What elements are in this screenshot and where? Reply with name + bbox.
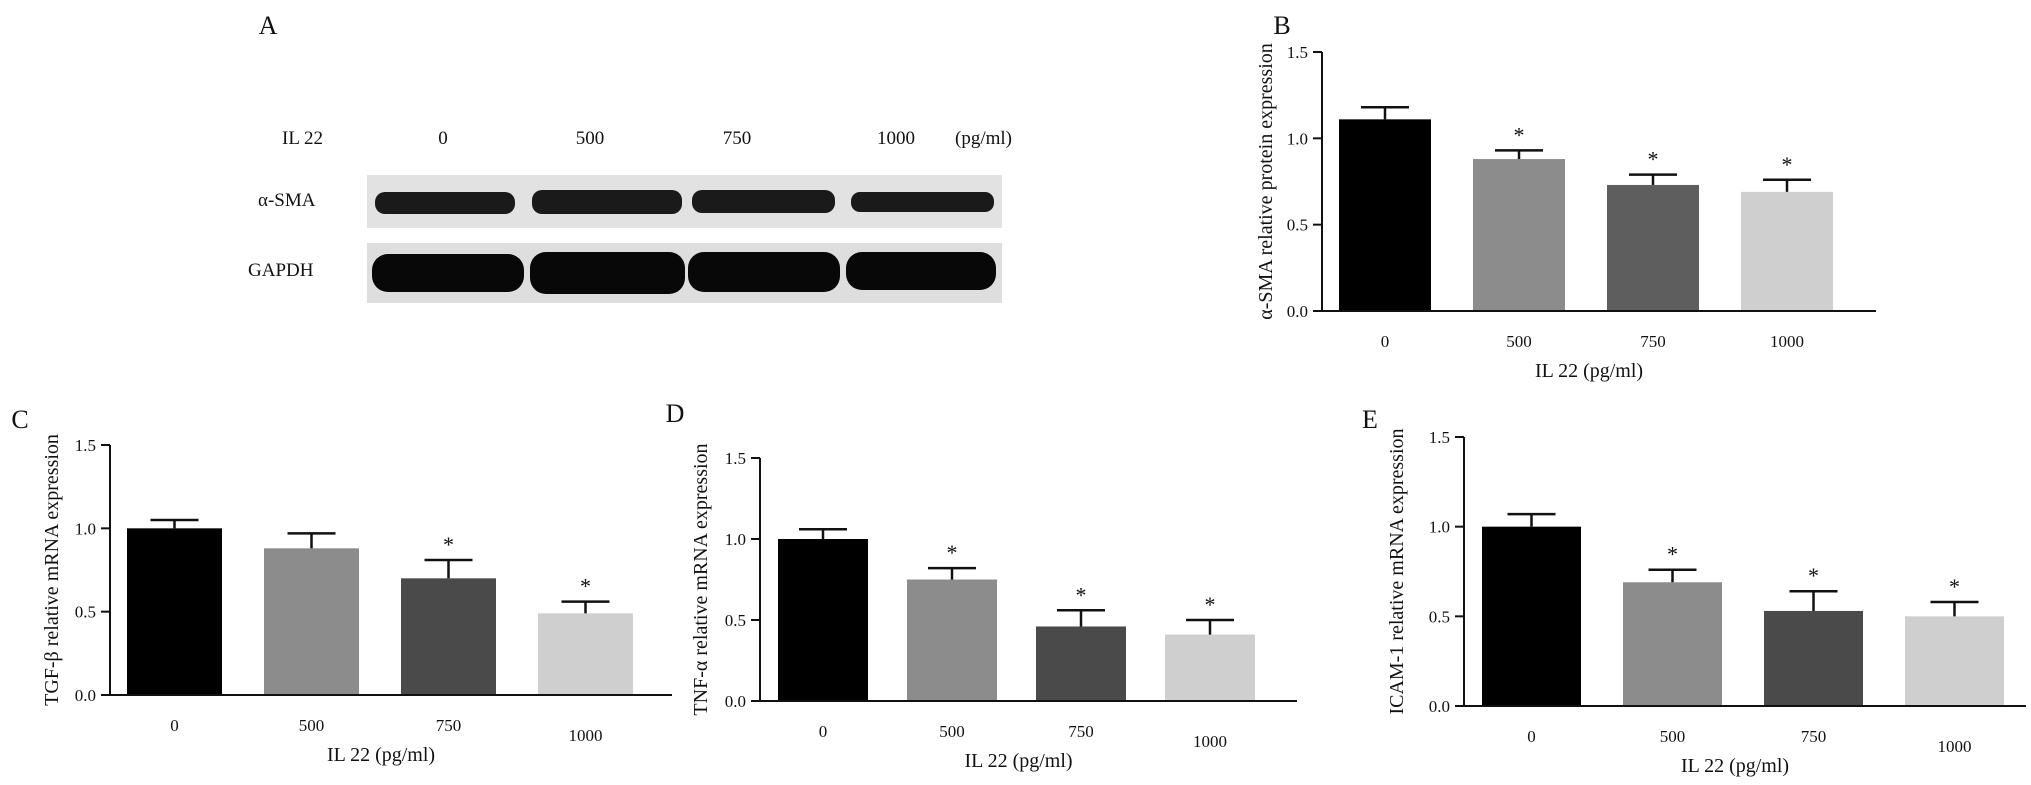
- blot-row-label-asma: α-SMA: [258, 190, 316, 211]
- panel-b-ytick-label-2: 1.0: [1287, 129, 1308, 148]
- panel-c-bar-1000: [538, 613, 633, 695]
- panel-b-significance-750: *: [1648, 147, 1659, 172]
- panel-b-xtick-750: 750: [1640, 332, 1666, 351]
- blot-band-asma-500: [532, 190, 682, 214]
- panel-b-bar-750: [1607, 184, 1699, 311]
- panel-c-xtick-750: 750: [436, 716, 462, 735]
- panel-e-chart: E 0 * 500 * 750 * 1000 0.0 0.5 1.0 1.5 IL 22 (pg/ml…: [1362, 405, 2026, 777]
- panel-b-bar-0: [1339, 119, 1431, 311]
- blot-dose-750: 750: [723, 128, 752, 149]
- panel-letter-e: E: [1362, 405, 1378, 434]
- panel-e-significance-1000: *: [1949, 574, 1960, 599]
- panel-d-bar-500: [907, 579, 997, 701]
- blot-band-gapdh-1000: [846, 252, 996, 290]
- panel-d-xtick-500: 500: [939, 722, 965, 741]
- panel-c-chart: C 0 500 * 750 * 1000 0.0 0.5 1.0 1.5 IL 22 (pg/ml)…: [11, 405, 672, 766]
- panel-b-bar-1000: [1741, 191, 1833, 311]
- panel-d-xtick-750: 750: [1068, 722, 1094, 741]
- panel-c-significance-750: *: [443, 532, 454, 557]
- panel-b-ytick-label-0: 0.0: [1287, 302, 1308, 321]
- panel-d-bar-1000: [1165, 634, 1255, 701]
- blot-band-gapdh-500: [530, 252, 685, 294]
- panel-b-significance-1000: *: [1782, 152, 1793, 177]
- panel-b-chart: B 0 * 500 * 750 * 1000 0.0 0.5 1.0 1.5 IL 22 (pg/ml…: [1255, 11, 1876, 382]
- panel-c-xtick-500: 500: [299, 716, 325, 735]
- panel-e-bar-500: [1623, 582, 1722, 706]
- panel-e-bar-1000: [1905, 616, 2004, 706]
- panel-e-ytick-label-2: 1.0: [1429, 518, 1450, 537]
- panel-d-chart: D 0 * 500 * 750 * 1000 0.0 0.5 1.0 1.5 IL 22 (pg/ml…: [666, 399, 1297, 772]
- panel-c-ytick-label-2: 1.0: [75, 519, 96, 538]
- panel-c-x-axis-label: IL 22 (pg/ml): [327, 744, 435, 766]
- panel-e-significance-500: *: [1667, 542, 1678, 567]
- panel-c-xtick-0: 0: [170, 716, 179, 735]
- panel-c-ytick-label-3: 1.5: [75, 436, 96, 455]
- panel-e-xtick-750: 750: [1801, 727, 1827, 746]
- panel-letter-c: C: [11, 405, 28, 434]
- blot-band-asma-750: [692, 190, 835, 213]
- panel-d-significance-1000: *: [1205, 592, 1216, 617]
- panel-letter-d: D: [666, 399, 685, 428]
- panel-d-significance-750: *: [1076, 582, 1087, 607]
- panel-e-y-axis-label: ICAM-1 relative mRNA expression: [1386, 428, 1408, 714]
- panel-d-significance-500: *: [947, 540, 958, 565]
- panel-d-bar-750: [1036, 626, 1126, 701]
- blot-dose-0: 0: [438, 128, 448, 149]
- panel-b-bar-500: [1473, 159, 1565, 311]
- blot-dose-1000: 1000: [877, 128, 915, 149]
- panel-e-ytick-label-3: 1.5: [1429, 428, 1450, 447]
- panel-e-ytick-label-1: 0.5: [1429, 607, 1450, 626]
- panel-e-x-axis-label: IL 22 (pg/ml): [1681, 755, 1789, 777]
- blot-treatment-label: IL 22: [282, 128, 323, 149]
- panel-d-xtick-1000: 1000: [1193, 732, 1227, 751]
- panel-c-significance-1000: *: [580, 574, 591, 599]
- panel-b-xtick-0: 0: [1381, 332, 1390, 351]
- blot-band-gapdh-750: [688, 252, 840, 292]
- panel-d-xtick-0: 0: [819, 722, 828, 741]
- panel-c-xtick-1000: 1000: [569, 726, 603, 745]
- panel-b-significance-500: *: [1514, 122, 1525, 147]
- blot-unit: (pg/ml): [955, 128, 1012, 149]
- panel-c-bar-750: [401, 578, 496, 695]
- panel-letter-a: A: [259, 11, 278, 40]
- panel-b-xtick-1000: 1000: [1770, 332, 1804, 351]
- panel-b-ytick-label-1: 0.5: [1287, 216, 1308, 235]
- panel-e-bar-750: [1764, 610, 1863, 706]
- blot-band-asma-1000: [851, 192, 994, 212]
- panel-e-xtick-500: 500: [1660, 727, 1686, 746]
- panel-d-x-axis-label: IL 22 (pg/ml): [964, 750, 1072, 772]
- panel-b-ytick-label-3: 1.5: [1287, 43, 1308, 62]
- blot-row-label-gapdh: GAPDH: [248, 260, 314, 281]
- panel-d-bar-0: [778, 539, 868, 701]
- panel-e-bar-0: [1482, 526, 1581, 706]
- panel-c-y-axis-label: TGF-β relative mRNA expression: [41, 434, 63, 706]
- panel-b-x-axis-label: IL 22 (pg/ml): [1535, 360, 1643, 382]
- panel-c-bar-0: [127, 528, 222, 695]
- panel-b-y-axis-label: α-SMA relative protein expression: [1255, 43, 1277, 320]
- panel-e-xtick-0: 0: [1527, 727, 1536, 746]
- panel-a-western-blot: A IL 22 0 500 750 1000 (pg/ml) α-SMA GAP…: [248, 11, 1012, 303]
- blot-dose-500: 500: [576, 128, 605, 149]
- panel-e-ytick-label-0: 0.0: [1429, 697, 1450, 716]
- blot-band-asma-0: [375, 192, 515, 214]
- panel-d-ytick-label-3: 1.5: [725, 449, 746, 468]
- blot-band-gapdh-0: [372, 254, 524, 292]
- panel-d-ytick-label-1: 0.5: [725, 611, 746, 630]
- panel-d-ytick-label-2: 1.0: [725, 530, 746, 549]
- panel-c-ytick-label-0: 0.0: [75, 686, 96, 705]
- panel-b-xtick-500: 500: [1506, 332, 1532, 351]
- panel-d-y-axis-label: TNF-α relative mRNA expression: [690, 443, 712, 715]
- panel-d-ytick-label-0: 0.0: [725, 692, 746, 711]
- panel-letter-b: B: [1273, 11, 1290, 40]
- panel-e-significance-750: *: [1808, 563, 1819, 588]
- panel-c-ytick-label-1: 0.5: [75, 603, 96, 622]
- panel-c-bar-500: [264, 548, 359, 695]
- panel-e-xtick-1000: 1000: [1938, 737, 1972, 756]
